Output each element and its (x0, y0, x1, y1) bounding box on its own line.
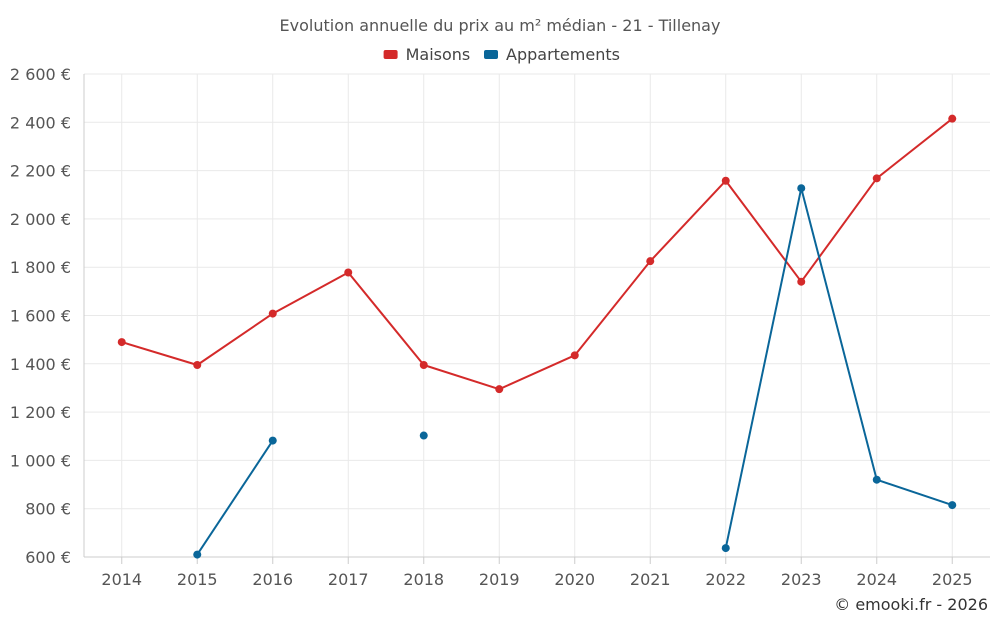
y-tick-label: 1 400 € (10, 355, 71, 374)
data-point-appartements (193, 550, 202, 559)
x-tick-label: 2023 (781, 570, 822, 589)
legend-label-maisons: Maisons (406, 45, 471, 64)
x-tick-label: 2024 (856, 570, 897, 589)
y-tick-label: 2 000 € (10, 210, 71, 229)
credit-text: © emooki.fr - 2026 (834, 595, 988, 614)
y-tick-label: 2 400 € (10, 113, 71, 132)
x-tick-label: 2025 (932, 570, 973, 589)
data-point-appartements (797, 184, 806, 193)
y-tick-label: 1 200 € (10, 403, 71, 422)
series-line-appartements (724, 187, 953, 549)
data-point-maisons (193, 361, 202, 370)
data-point-maisons (570, 351, 579, 360)
data-point-maisons (117, 338, 126, 347)
x-tick-label: 2022 (705, 570, 746, 589)
data-point-maisons (797, 277, 806, 286)
data-point-maisons (872, 174, 881, 183)
x-tick-label: 2015 (177, 570, 218, 589)
y-axis: 600 € 800 € 1 000 € 1 200 € 1 400 € 1 600 € 1 … (10, 65, 71, 567)
series-line-appartements (196, 440, 274, 556)
series-line-maisons (121, 117, 953, 391)
y-tick-label: 2 600 € (10, 65, 71, 84)
data-point-appartements (419, 431, 428, 440)
data-point-maisons (268, 309, 277, 318)
y-tick-label: 600 € (25, 548, 71, 567)
y-tick-label: 1 800 € (10, 258, 71, 277)
data-point-appartements (721, 544, 730, 553)
y-tick-label: 1 600 € (10, 307, 71, 326)
x-tick-label: 2014 (101, 570, 142, 589)
x-tick-label: 2020 (554, 570, 595, 589)
x-tick-label: 2019 (479, 570, 520, 589)
data-point-maisons (646, 257, 655, 266)
y-tick-label: 1 000 € (10, 451, 71, 470)
legend-label-appartements: Appartements (506, 45, 620, 64)
series-layer (117, 114, 957, 559)
data-point-maisons (419, 361, 428, 370)
data-point-maisons (948, 114, 957, 123)
chart-title: Evolution annuelle du prix au m² médian … (280, 16, 721, 35)
x-tick-label: 2016 (252, 570, 293, 589)
x-tick-label: 2017 (328, 570, 369, 589)
x-tick-label: 2018 (403, 570, 444, 589)
data-point-appartements (872, 475, 881, 484)
data-point-appartements (948, 501, 957, 510)
data-point-maisons (495, 385, 504, 394)
y-tick-label: 800 € (25, 500, 71, 519)
legend: Maisons Appartements (383, 45, 620, 64)
data-point-maisons (344, 268, 353, 277)
legend-swatch-appartements (484, 50, 498, 59)
data-point-maisons (721, 176, 730, 185)
y-tick-label: 2 200 € (10, 162, 71, 181)
gridlines (83, 73, 990, 558)
x-tick-label: 2021 (630, 570, 671, 589)
legend-swatch-maisons (383, 50, 398, 59)
data-point-appartements (268, 436, 277, 445)
x-axis: 2014 2015 2016 2017 2018 2019 2020 2021 2022 2023… (101, 557, 973, 589)
